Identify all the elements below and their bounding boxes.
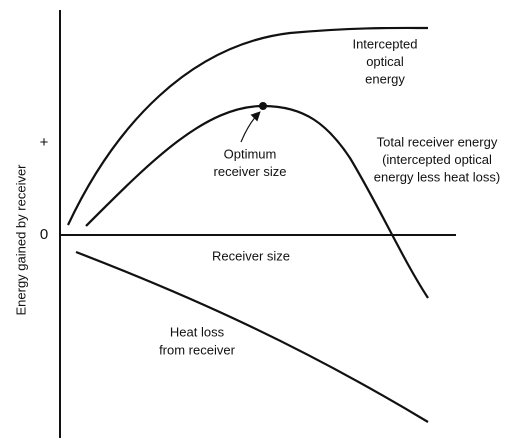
labels: Intercepted optical energy Total receiver e… [159, 36, 500, 357]
x-axis-label: Receiver size [212, 248, 290, 263]
curve-label: (intercepted optical [382, 152, 492, 167]
plus-label: + [40, 134, 49, 151]
curve-label: optical [366, 54, 404, 69]
heat-loss-curve [75, 250, 429, 423]
annotation-arrow [240, 111, 261, 143]
annotation-label: receiver size [214, 164, 287, 179]
curve-label: Heat loss [170, 324, 225, 339]
curve-label: energy less heat loss) [374, 169, 500, 184]
optimum-point [259, 102, 267, 110]
total-curve [85, 104, 429, 299]
curve-label: from receiver [159, 342, 236, 357]
curve-label: Total receiver energy [377, 134, 498, 149]
annotation-label: Optimum [224, 146, 277, 161]
y-axis-label: Energy gained by receiver [13, 164, 28, 316]
curve-label: energy [365, 71, 405, 86]
curve-label: Intercepted [352, 36, 417, 51]
zero-label: 0 [40, 226, 48, 243]
intercepted-curve [67, 26, 429, 226]
